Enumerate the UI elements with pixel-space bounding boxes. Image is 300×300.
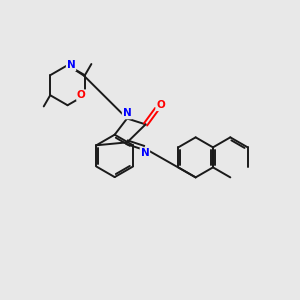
Text: N: N bbox=[140, 148, 149, 158]
Text: O: O bbox=[156, 100, 165, 110]
Text: N: N bbox=[123, 109, 131, 118]
Text: N: N bbox=[67, 60, 76, 70]
Text: O: O bbox=[77, 90, 86, 100]
